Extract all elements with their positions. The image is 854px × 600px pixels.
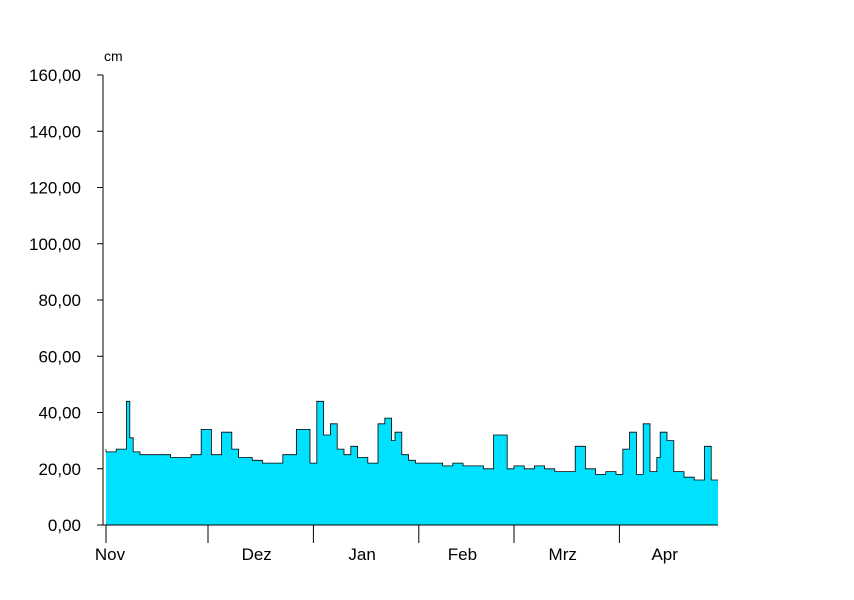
y-tick-label: 60,00 <box>38 347 81 366</box>
x-tick-label-month: Nov <box>95 545 126 564</box>
x-tick-label-month: Apr <box>651 545 678 564</box>
x-tick-label-month: Jan <box>348 545 375 564</box>
y-tick-label: 20,00 <box>38 460 81 479</box>
y-tick-label: 100,00 <box>29 235 81 254</box>
x-tick-label-month: Mrz <box>549 545 577 564</box>
y-tick-label: 120,00 <box>29 179 81 198</box>
y-tick-label: 80,00 <box>38 291 81 310</box>
x-tick-label-month: Feb <box>448 545 477 564</box>
y-tick-label: 0,00 <box>48 516 81 535</box>
axes: 0,00 20,00 40,00 60,00 80,00 100,00 120,00 140,… <box>29 66 718 564</box>
water-level-line <box>105 400 718 481</box>
y-tick-label: 160,00 <box>29 66 81 85</box>
x-tick-label-month: Dez <box>242 545 272 564</box>
y-axis-unit-label: cm <box>104 48 123 64</box>
water-level-area <box>106 401 718 525</box>
plot-area <box>105 400 718 525</box>
y-tick-label: 40,00 <box>38 404 81 423</box>
y-tick-label: 140,00 <box>29 122 81 141</box>
